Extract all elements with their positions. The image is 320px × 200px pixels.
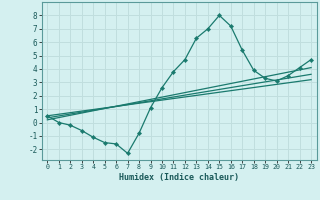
X-axis label: Humidex (Indice chaleur): Humidex (Indice chaleur)	[119, 173, 239, 182]
